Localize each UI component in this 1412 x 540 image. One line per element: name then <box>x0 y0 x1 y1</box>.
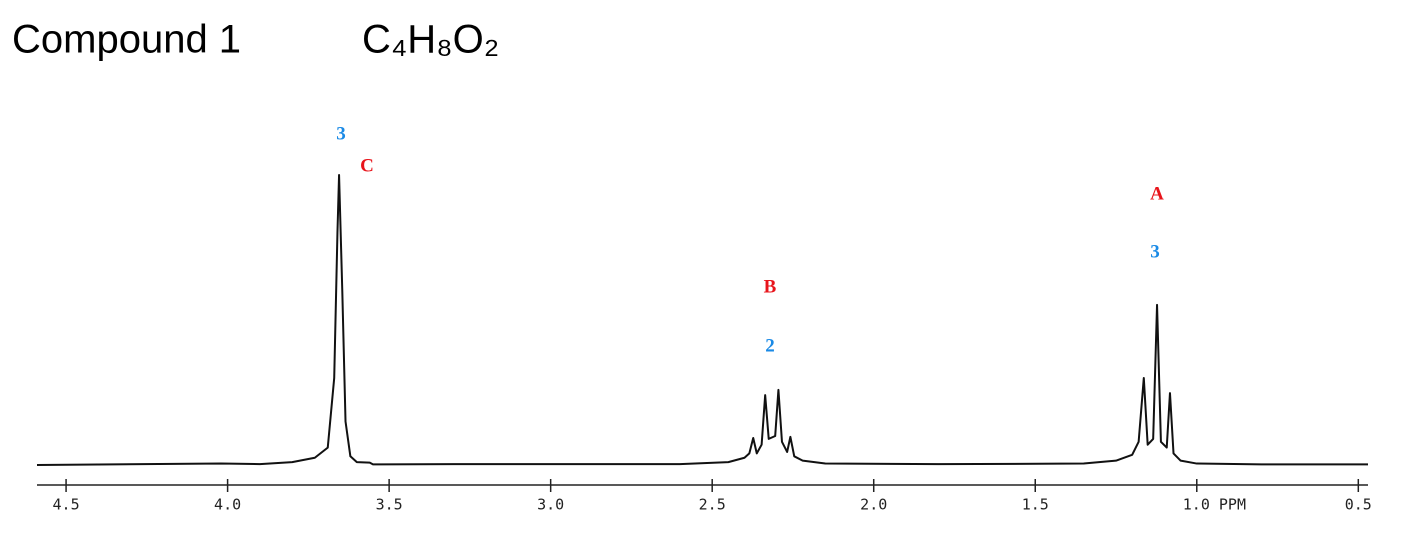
integration-label: 3 <box>336 123 346 144</box>
x-tick-label: 1.5 <box>1022 496 1049 514</box>
x-tick-label: 1.0 PPM <box>1183 496 1246 514</box>
peak-label: B <box>764 276 777 297</box>
x-tick-label: 3.0 <box>537 496 564 514</box>
x-tick-label: 4.0 <box>214 496 241 514</box>
formula: C₄H₈O₂ <box>362 18 499 62</box>
x-tick-label: 2.0 <box>860 496 887 514</box>
integration-label: 2 <box>765 335 775 356</box>
x-tick-label: 3.5 <box>376 496 403 514</box>
x-tick-label: 4.5 <box>53 496 80 514</box>
integration-label: 3 <box>1150 241 1160 262</box>
peak-label: C <box>360 155 374 176</box>
peak-label: A <box>1150 183 1164 204</box>
chart-title: Compound 1 <box>12 18 241 62</box>
x-tick-label: 0.5 <box>1345 496 1372 514</box>
x-tick-label: 2.5 <box>699 496 726 514</box>
spectrum-line <box>36 174 1368 466</box>
